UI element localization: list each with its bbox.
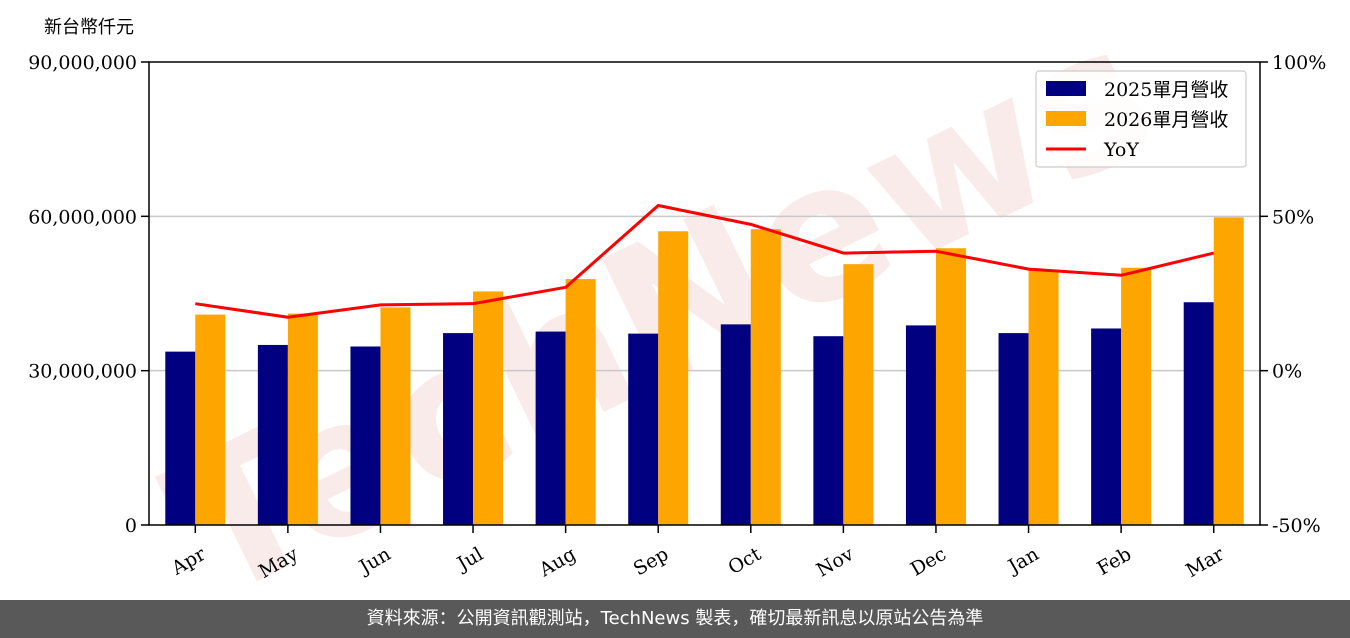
- bar-2026單月營收-Oct: [750, 229, 781, 525]
- y-tick-label: 0: [125, 515, 137, 537]
- bar-2026單月營收-Sep: [658, 231, 689, 525]
- x-tick-label: Feb: [1093, 543, 1135, 580]
- y2-tick-label: 0%: [1272, 361, 1302, 383]
- bar-2026單月營收-Jun: [380, 307, 411, 525]
- plot-frame: [148, 61, 1261, 526]
- y-tick-label: 30,000,000: [28, 361, 137, 383]
- bar-2025單月營收-Mar: [1183, 302, 1214, 525]
- x-tick-label: Mar: [1182, 543, 1228, 582]
- bar-2025單月營收-Jan: [998, 333, 1029, 525]
- chart-canvas: TechNews 新台幣仟元 030,000,00060,000,00090,0…: [28, 0, 1326, 600]
- legend-label-2026單月營收: 2026單月營收: [1104, 109, 1228, 131]
- bar-2025單月營收-May: [257, 344, 288, 525]
- bar-2026單月營收-Dec: [935, 248, 966, 525]
- bar-2026單月營收-Jan: [1028, 269, 1059, 525]
- y2-tick-label: 100%: [1272, 52, 1326, 74]
- bar-2026單月營收-May: [287, 313, 318, 525]
- bar-2026單月營收-Apr: [195, 314, 226, 525]
- legend-label-2025單月營收: 2025單月營收: [1104, 79, 1228, 101]
- y-axis-unit-label: 新台幣仟元: [44, 17, 134, 38]
- bar-2026單月營收-Aug: [565, 279, 596, 525]
- legend-swatch-2026單月營收: [1046, 111, 1086, 126]
- bars: [165, 217, 1244, 525]
- bar-2025單月營收-Jul: [443, 333, 474, 525]
- bar-2025單月營收-Jun: [350, 346, 381, 525]
- x-tick-label: Jan: [1003, 543, 1043, 579]
- x-tick-label: Jul: [452, 543, 487, 576]
- yoy-line-layer: [195, 204, 1215, 319]
- source-footer: 資料來源：公開資訊觀測站，TechNews 製表，確切最新訊息以原站公告為準: [0, 600, 1350, 638]
- y-tick-label: 60,000,000: [28, 206, 137, 228]
- y2-tick-label: -50%: [1272, 515, 1321, 537]
- bar-2025單月營收-Sep: [628, 333, 659, 525]
- bar-2026單月營收-Nov: [843, 264, 874, 525]
- x-tick-label: Oct: [725, 543, 766, 579]
- bar-2025單月營收-Nov: [813, 336, 844, 525]
- legend-box: [1035, 70, 1247, 168]
- bar-2026單月營收-Mar: [1213, 217, 1244, 525]
- bar-2025單月營收-Feb: [1091, 328, 1122, 525]
- x-tick-label: Aug: [535, 543, 580, 582]
- bar-2026單月營收-Feb: [1121, 267, 1152, 525]
- y-tick-label: 90,000,000: [28, 52, 137, 74]
- y2-tick-label: 50%: [1272, 206, 1314, 228]
- x-tick-label: Dec: [907, 543, 950, 581]
- bar-2025單月營收-Aug: [535, 331, 566, 525]
- x-tick-label: Nov: [813, 543, 858, 582]
- bar-2025單月營收-Dec: [905, 325, 936, 525]
- bar-2025單月營收-Oct: [720, 324, 751, 525]
- revenue-chart: TechNews 新台幣仟元 0 30,000,000 60,000,000 90,0…: [28, 0, 1326, 600]
- bar-2025單月營收-Apr: [165, 351, 196, 525]
- yoy-line: [195, 204, 1215, 319]
- legend: 2025單月營收 2026單月營收 YoY: [1035, 70, 1247, 168]
- bar-2026單月營收-Jul: [473, 291, 504, 525]
- legend-label-YoY: YoY: [1103, 139, 1139, 161]
- x-tick-label: Sep: [630, 543, 673, 580]
- legend-swatch-2025單月營收: [1046, 81, 1086, 96]
